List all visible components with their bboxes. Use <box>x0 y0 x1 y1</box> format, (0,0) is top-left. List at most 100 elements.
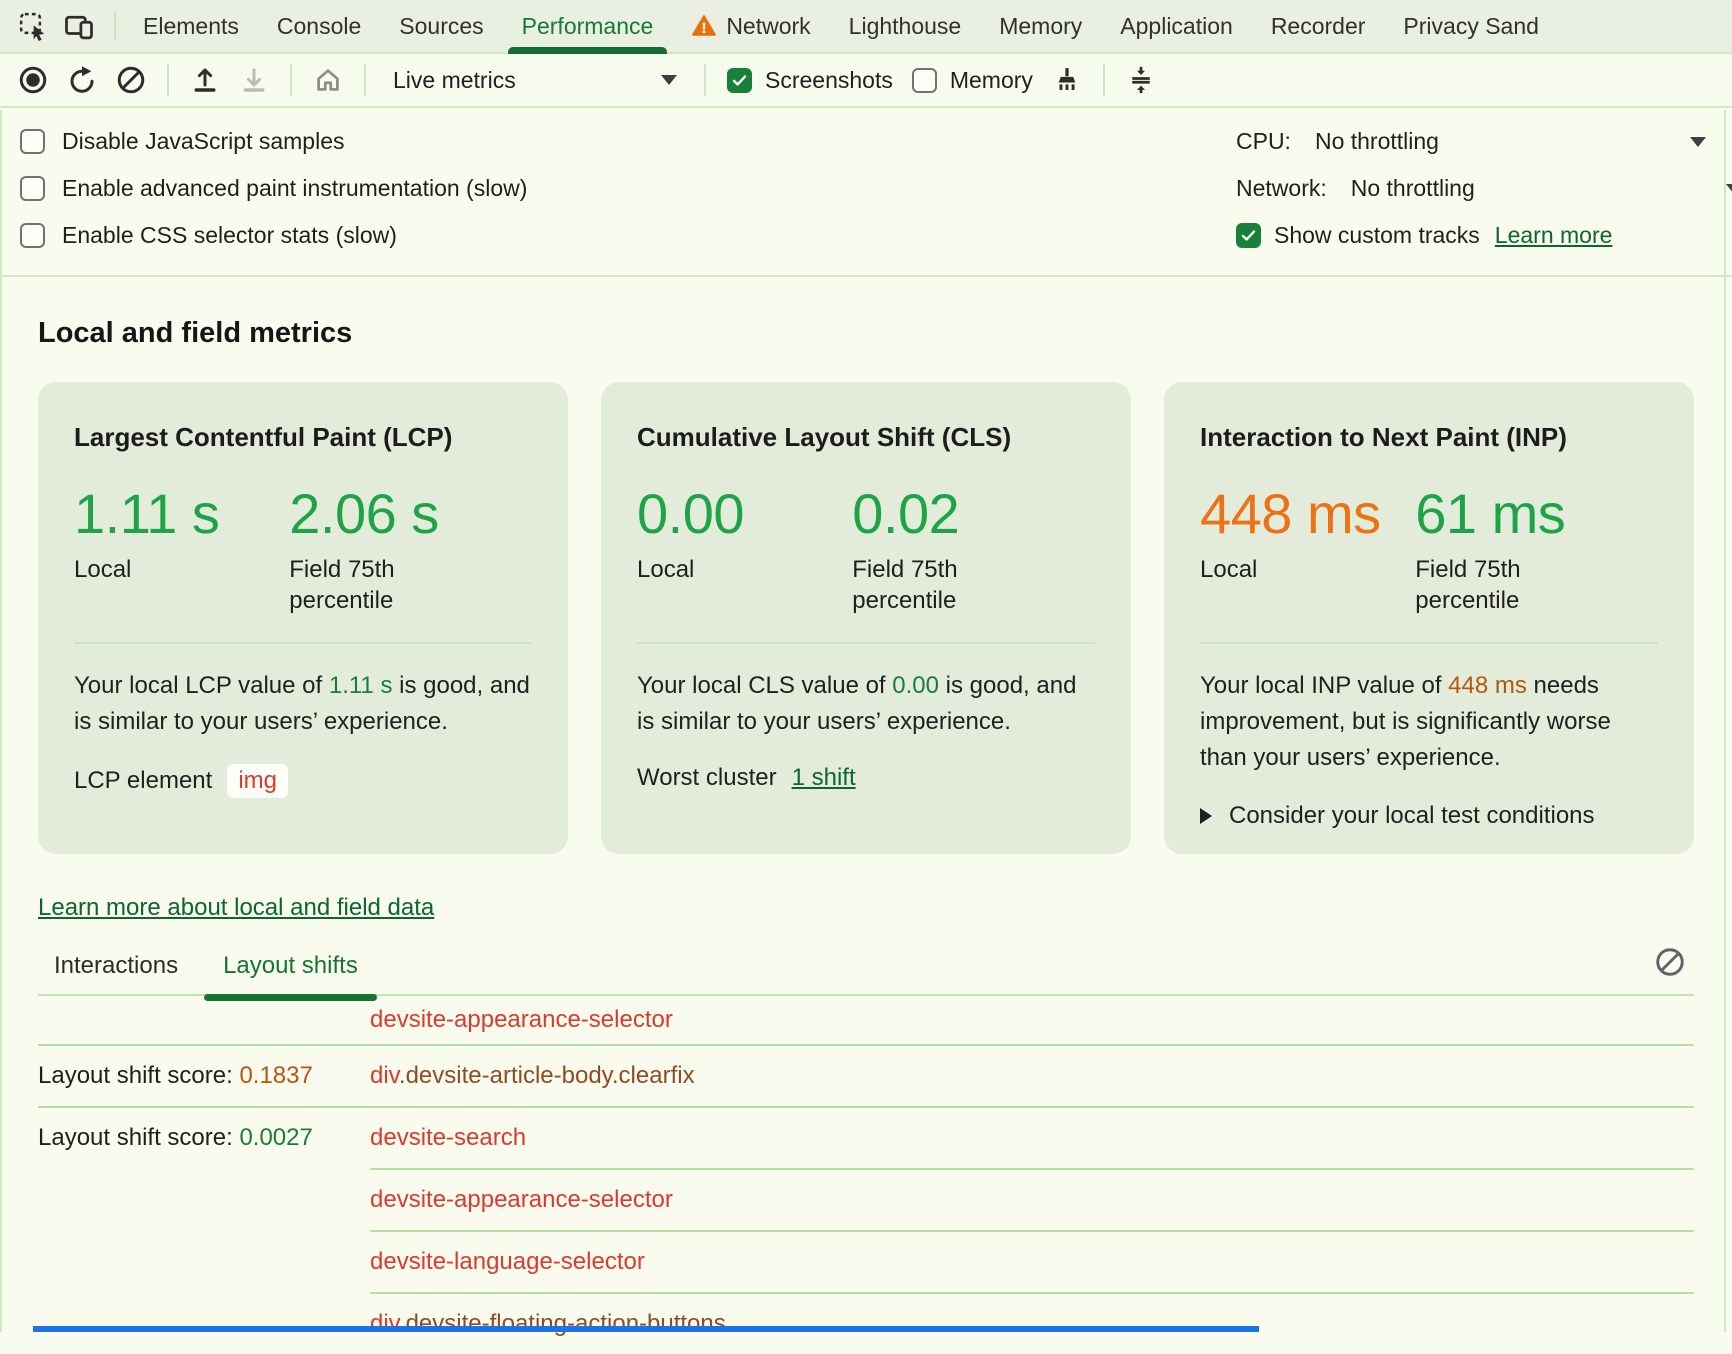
screenshots-toggle[interactable]: Screenshots <box>727 67 893 94</box>
tab-layout-shifts[interactable]: Layout shifts <box>204 952 377 980</box>
layout-shift-row[interactable]: div.devsite-floating-action-buttons <box>38 1294 1694 1354</box>
reload-record-icon[interactable] <box>67 65 97 95</box>
history-dropdown-value: Live metrics <box>393 67 516 94</box>
network-value: No throttling <box>1351 175 1475 202</box>
disable-js-samples-checkbox[interactable] <box>20 129 45 154</box>
inspect-element-icon[interactable] <box>18 11 48 41</box>
tab-label: Elements <box>143 13 239 40</box>
device-toolbar-icon[interactable] <box>64 11 94 41</box>
inp-field-value: 61 ms <box>1415 481 1630 546</box>
shift-source-link[interactable]: devsite-appearance-selector <box>370 1186 1694 1214</box>
tab-network[interactable]: Network <box>672 0 829 52</box>
divider <box>290 64 292 96</box>
cls-field-value: 0.02 <box>852 481 1067 546</box>
shift-source-link[interactable]: devsite-language-selector <box>370 1248 1694 1276</box>
field-label: Field 75th percentile <box>1415 554 1630 616</box>
shift-source-link[interactable]: div.devsite-article-body.clearfix <box>370 1062 1694 1090</box>
custom-tracks-checkbox[interactable] <box>1236 223 1261 248</box>
checkbox-label: Enable advanced paint instrumentation (s… <box>62 175 527 202</box>
collapse-panel-icon[interactable] <box>1126 65 1156 95</box>
page-title: Local and field metrics <box>38 317 1694 350</box>
layout-shift-row[interactable]: devsite-language-selector <box>38 1232 1694 1292</box>
disable-js-samples-toggle[interactable]: Disable JavaScript samples <box>20 118 527 165</box>
lcp-element-node-link[interactable]: img <box>227 764 288 798</box>
tab-memory[interactable]: Memory <box>980 0 1101 52</box>
custom-tracks-toggle[interactable]: Show custom tracks Learn more <box>1236 212 1706 259</box>
layout-shift-row[interactable]: Layout shift score: 0.1837 div.devsite-a… <box>38 1046 1694 1106</box>
home-icon[interactable] <box>313 65 343 95</box>
css-selector-stats-checkbox[interactable] <box>20 223 45 248</box>
divider <box>114 11 116 41</box>
worst-cluster-label: Worst cluster <box>637 764 777 792</box>
network-throttling-select[interactable]: Network: No throttling <box>1236 165 1706 212</box>
shift-source-link[interactable]: devsite-search <box>370 1124 1694 1152</box>
inp-description: Your local INP value of 448 ms needs imp… <box>1200 668 1658 776</box>
shift-source-link[interactable]: devsite-appearance-selector <box>370 1006 1694 1034</box>
divider <box>1200 642 1658 644</box>
learn-more-link[interactable]: Learn more <box>1495 222 1613 249</box>
local-label: Local <box>74 554 289 585</box>
chevron-down-icon <box>1690 137 1706 147</box>
pane-border <box>1724 110 1726 1332</box>
tab-elements[interactable]: Elements <box>124 0 258 52</box>
tab-label: Lighthouse <box>849 13 962 40</box>
record-icon[interactable] <box>18 65 48 95</box>
metric-cards: Largest Contentful Paint (LCP) 1.11 s Lo… <box>38 382 1694 854</box>
warning-icon <box>691 13 717 39</box>
tab-application[interactable]: Application <box>1101 0 1252 52</box>
tab-lighthouse[interactable]: Lighthouse <box>830 0 981 52</box>
tab-label: Console <box>277 13 361 40</box>
tab-label: Memory <box>999 13 1082 40</box>
layout-shift-row[interactable]: devsite-appearance-selector <box>38 1170 1694 1230</box>
checkbox-label: Enable CSS selector stats (slow) <box>62 222 397 249</box>
download-profile-icon[interactable] <box>239 65 269 95</box>
worst-cluster-link[interactable]: 1 shift <box>792 764 856 792</box>
screenshots-label: Screenshots <box>765 67 893 94</box>
capture-settings: Disable JavaScript samples Enable advanc… <box>0 108 1732 277</box>
live-metrics-view: Local and field metrics Largest Contentf… <box>0 317 1732 1354</box>
local-test-conditions-expander[interactable]: Consider your local test conditions <box>1200 802 1658 830</box>
local-label: Local <box>1200 554 1415 585</box>
memory-label: Memory <box>950 67 1033 94</box>
layout-shift-row[interactable]: devsite-appearance-selector <box>38 996 1694 1044</box>
layout-shift-row[interactable]: Layout shift score: 0.0027 devsite-searc… <box>38 1108 1694 1168</box>
memory-toggle[interactable]: Memory <box>912 67 1033 94</box>
selection-indicator <box>33 1326 1259 1332</box>
field-label: Field 75th percentile <box>289 554 504 616</box>
learn-more-local-field-link[interactable]: Learn more about local and field data <box>38 894 434 922</box>
cpu-value: No throttling <box>1315 128 1439 155</box>
chevron-down-icon <box>1726 184 1732 194</box>
lcp-card: Largest Contentful Paint (LCP) 1.11 s Lo… <box>38 382 568 854</box>
log-tabs: Interactions Layout shifts <box>38 952 1694 996</box>
events-log: Interactions Layout shifts devsite-appea… <box>38 952 1694 1354</box>
tab-interactions[interactable]: Interactions <box>54 952 178 980</box>
custom-tracks-label: Show custom tracks <box>1274 222 1480 249</box>
tab-label: Network <box>726 13 810 40</box>
shift-source-link[interactable]: div.devsite-floating-action-buttons <box>370 1310 1694 1338</box>
cpu-throttling-select[interactable]: CPU: No throttling <box>1236 118 1706 165</box>
chevron-down-icon <box>661 75 677 85</box>
field-label: Field 75th percentile <box>852 554 1067 616</box>
clear-icon[interactable] <box>116 65 146 95</box>
history-dropdown[interactable]: Live metrics <box>387 67 683 94</box>
tab-recorder[interactable]: Recorder <box>1252 0 1385 52</box>
inp-card: Interaction to Next Paint (INP) 448 ms L… <box>1164 382 1694 854</box>
clear-log-icon[interactable] <box>1654 946 1686 981</box>
advanced-paint-checkbox[interactable] <box>20 176 45 201</box>
tab-console[interactable]: Console <box>258 0 380 52</box>
screenshots-checkbox[interactable] <box>727 68 752 93</box>
upload-profile-icon[interactable] <box>190 65 220 95</box>
css-selector-stats-toggle[interactable]: Enable CSS selector stats (slow) <box>20 212 527 259</box>
advanced-paint-toggle[interactable]: Enable advanced paint instrumentation (s… <box>20 165 527 212</box>
lcp-description: Your local LCP value of 1.11 s is good, … <box>74 668 532 740</box>
gc-brush-icon[interactable] <box>1052 65 1082 95</box>
tab-performance[interactable]: Performance <box>503 0 673 52</box>
cls-description: Your local CLS value of 0.00 is good, an… <box>637 668 1095 740</box>
tab-sources[interactable]: Sources <box>380 0 502 52</box>
tab-privacy-sandbox[interactable]: Privacy Sand <box>1384 0 1558 52</box>
memory-checkbox[interactable] <box>912 68 937 93</box>
cls-local-value: 0.00 <box>637 481 852 546</box>
layout-shift-score: Layout shift score: 0.0027 <box>38 1124 370 1152</box>
layout-shift-score: Layout shift score: 0.1837 <box>38 1062 370 1090</box>
devtools-tabbar: Elements Console Sources Performance Net… <box>0 0 1732 54</box>
